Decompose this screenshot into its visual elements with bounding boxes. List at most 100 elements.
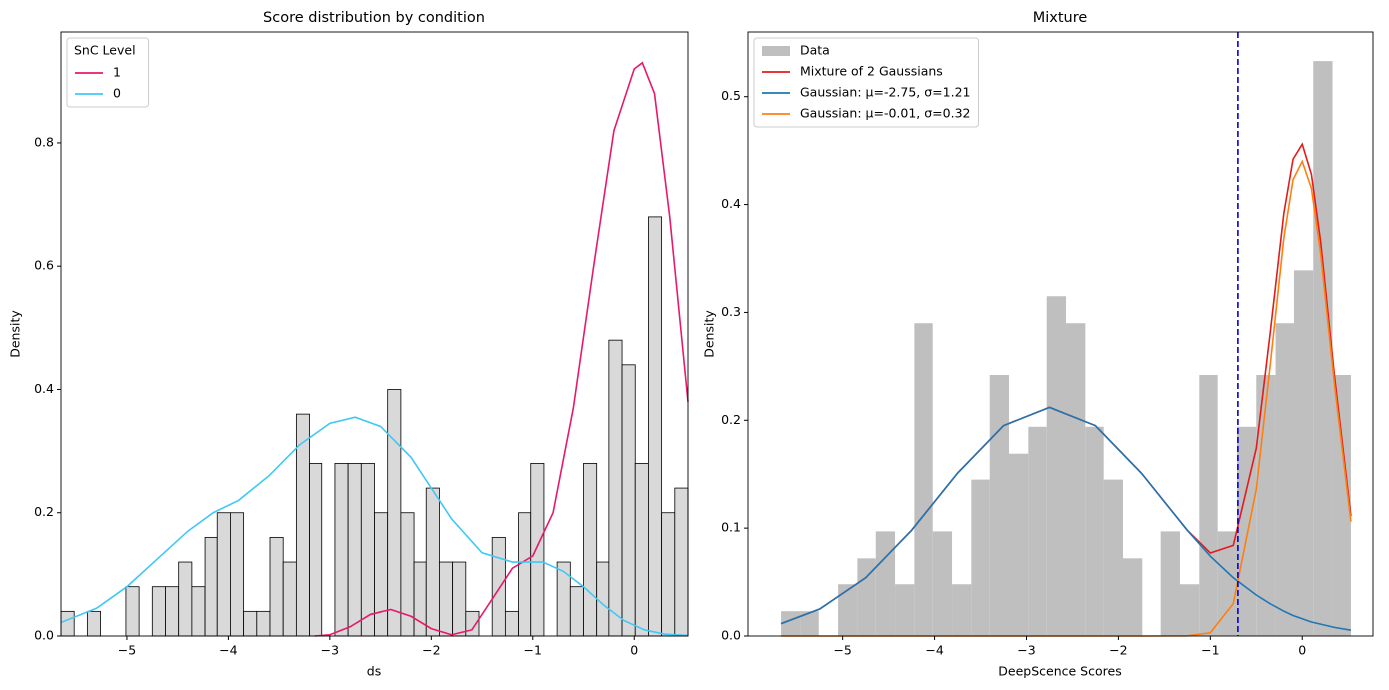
x-tick-label: −1 (1201, 643, 1219, 658)
histogram-bar (1217, 531, 1237, 636)
histogram-bar (1009, 453, 1029, 636)
histogram-bar (1199, 374, 1218, 636)
histogram-bar (86, 610, 101, 637)
y-tick-label: 0.8 (34, 134, 54, 149)
histogram-bar (1066, 323, 1086, 636)
histogram-bar (425, 487, 440, 637)
histogram-bar (151, 586, 166, 637)
histogram-bar (387, 389, 402, 637)
histogram-bar (334, 463, 349, 637)
histogram-bar (932, 531, 953, 636)
histogram-bar (857, 558, 876, 636)
histogram-bar (347, 463, 362, 637)
histogram-bar (914, 323, 933, 636)
histogram-bar (204, 536, 218, 637)
histogram-bar (216, 512, 231, 637)
histogram-bar (895, 584, 915, 636)
legend: SnC Level 1 0 (66, 37, 150, 108)
line-series (60, 416, 689, 637)
y-tick-label: 0.0 (721, 628, 741, 643)
histogram-bar (165, 586, 180, 637)
x-tick-label: −4 (925, 643, 943, 658)
x-tick-label: −2 (1109, 643, 1127, 658)
histogram-bar (1123, 558, 1143, 636)
histogram-bar (674, 487, 689, 637)
x-axis-label: ds (367, 664, 381, 679)
histogram-bar (530, 463, 545, 637)
histogram-bar (556, 561, 571, 637)
y-tick-label: 0.4 (721, 196, 741, 211)
y-tick-label: 0.6 (34, 258, 54, 273)
y-tick-label: 0.2 (721, 412, 741, 427)
axes-frame (60, 31, 689, 637)
y-tick-label: 0.5 (721, 88, 741, 103)
y-axis-label: Density (702, 310, 717, 358)
legend-label: 1 (113, 65, 121, 80)
histogram-bar (256, 610, 271, 637)
histogram-bar (989, 374, 1010, 636)
histogram-bar (661, 512, 676, 637)
legend-label: Mixture of 2 Gaussians (800, 64, 943, 79)
histogram-bar (838, 584, 858, 636)
histogram-bar (1103, 479, 1123, 636)
histogram-bar (875, 531, 896, 636)
histogram-bar (634, 463, 649, 637)
histogram-bar (191, 586, 206, 637)
histogram-bar (360, 463, 375, 637)
histogram-bar (60, 610, 75, 637)
legend-box (753, 37, 979, 128)
histogram-bar (1313, 61, 1333, 636)
histogram-bar (583, 463, 598, 637)
x-axis-label: DeepScence Scores (998, 664, 1121, 679)
histogram-bar (781, 611, 801, 636)
y-axis-label: Density (8, 310, 23, 358)
chart-title: Score distribution by condition (263, 10, 485, 26)
histogram-bar (178, 561, 193, 637)
histogram-bar (952, 584, 972, 636)
y-tick-label: 0.2 (34, 504, 54, 519)
histogram-bar (569, 586, 584, 637)
histogram-bar (1332, 374, 1351, 636)
histogram-bar (504, 610, 519, 637)
histogram-bar (596, 561, 610, 637)
histogram-bar (125, 586, 140, 637)
legend-label: Data (800, 43, 830, 58)
line-series (780, 406, 1352, 631)
x-tick-label: −4 (219, 643, 237, 658)
legend-title: SnC Level (74, 43, 136, 58)
histogram-bar (1179, 584, 1200, 636)
x-tick-label: −3 (1017, 643, 1035, 658)
histogram-bar (230, 512, 245, 637)
histogram-bar (621, 364, 636, 637)
histogram-bar (971, 479, 990, 636)
x-tick-label: −5 (833, 643, 851, 658)
histogram-bar (295, 413, 310, 637)
histogram-bar (374, 512, 389, 637)
y-tick-label: 0.4 (34, 381, 54, 396)
x-tick-label: −3 (321, 643, 339, 658)
legend-label: 0 (113, 86, 121, 101)
histogram-bar (465, 610, 480, 637)
x-tick-label: 0 (1298, 643, 1306, 658)
histogram-bar (1275, 323, 1294, 636)
x-tick-label: 0 (630, 643, 638, 658)
plot-area (780, 32, 1352, 637)
histogram-bar (1160, 531, 1180, 636)
histogram-bar (1028, 426, 1047, 636)
legend-box (66, 37, 150, 108)
x-tick-label: −5 (118, 643, 136, 658)
y-tick-label: 0.0 (34, 628, 54, 643)
histogram-bar (491, 536, 506, 637)
histogram-bar (439, 561, 454, 637)
legend-swatch (762, 46, 790, 56)
line-series (314, 61, 689, 637)
legend-label: Gaussian: μ=-0.01, σ=0.32 (800, 106, 970, 121)
plot-area (60, 61, 689, 637)
histogram-bar (452, 561, 467, 637)
histogram-bar (648, 216, 663, 637)
legend-label: Gaussian: μ=-2.75, σ=1.21 (800, 85, 970, 100)
axes-frame (747, 31, 1374, 637)
histogram-bar (608, 339, 623, 637)
x-tick-label: −2 (422, 643, 440, 658)
